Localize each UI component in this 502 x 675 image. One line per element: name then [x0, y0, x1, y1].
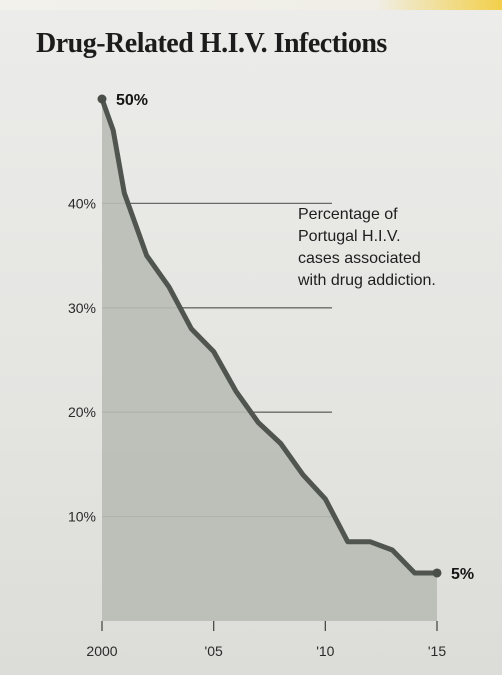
y-tick-label: 30% — [68, 300, 96, 316]
end-point-marker — [432, 568, 442, 578]
axis-ticks — [101, 621, 438, 631]
y-tick-label: 10% — [68, 509, 96, 525]
start-point-marker — [97, 94, 107, 104]
end-value-label: 5% — [451, 566, 474, 583]
x-tick-label: 2000 — [86, 643, 117, 659]
x-tick-labels: 2000 '05 '10 '15 — [86, 643, 446, 659]
x-tick-label: '15 — [428, 643, 446, 659]
y-tick-label: 40% — [68, 195, 96, 211]
area-fill — [102, 99, 437, 621]
gridlines: 10% 20% 30% 40% — [68, 195, 332, 525]
y-tick-label: 20% — [68, 404, 96, 420]
annotation-line: cases associated — [298, 250, 421, 267]
series-line — [99, 96, 440, 576]
x-tick-label: '05 — [205, 643, 223, 659]
top-edge-strip — [0, 0, 502, 10]
chart-title: Drug-Related H.I.V. Infections — [36, 28, 387, 59]
start-value-label: 50% — [116, 92, 148, 109]
annotation-line: Percentage of — [298, 206, 398, 223]
annotation-line: with drug addiction. — [298, 272, 436, 289]
chart-annotation: Percentage of Portugal H.I.V. cases asso… — [298, 204, 498, 292]
x-tick-label: '10 — [316, 643, 334, 659]
annotation-line: Portugal H.I.V. — [298, 228, 401, 245]
